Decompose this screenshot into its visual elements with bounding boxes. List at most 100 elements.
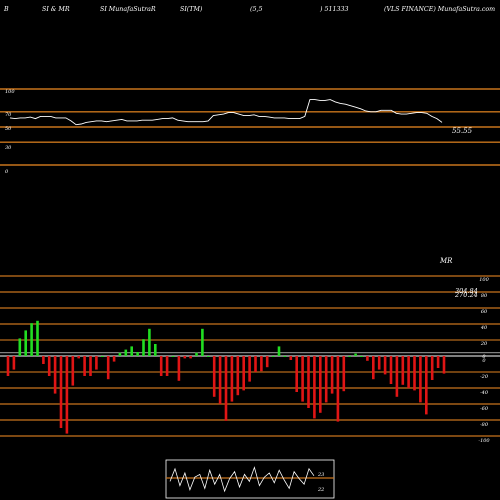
mrsi-bar-negative bbox=[395, 356, 399, 397]
mini-panel-frame bbox=[165, 459, 335, 499]
mrsi-bar-negative bbox=[436, 356, 440, 368]
mrsi-y-tick-label: 100 bbox=[479, 277, 489, 283]
rsi-y-tick-label: 50 bbox=[5, 126, 12, 132]
mrsi-bar-negative bbox=[159, 356, 163, 376]
mrsi-bar-negative bbox=[83, 356, 86, 376]
mrsi-bar-negative bbox=[407, 356, 410, 388]
mrsi-bar-negative bbox=[53, 356, 57, 394]
header-label-code: ) 511333 bbox=[319, 6, 349, 13]
mrsi-y-tick-label: -80 bbox=[480, 422, 489, 428]
rsi-y-tick-label: 30 bbox=[5, 145, 12, 151]
mrsi-bar-negative bbox=[372, 356, 375, 380]
mrsi-bar-negative bbox=[224, 356, 228, 421]
mrsi-bar-negative bbox=[254, 356, 257, 372]
mrsi-bar-negative bbox=[442, 356, 446, 374]
mrsi-bar-negative bbox=[65, 356, 69, 434]
mrsi-bar-negative bbox=[413, 356, 416, 391]
mini-panel-tick-label: 23 bbox=[317, 472, 324, 478]
mrsi-bar-negative bbox=[165, 356, 169, 376]
mrsi-bar-positive bbox=[354, 353, 357, 356]
mrsi-value-label: 304.84 bbox=[455, 287, 478, 295]
mrsi-bar-negative bbox=[6, 356, 10, 376]
mrsi-bar-positive bbox=[18, 338, 22, 356]
mrsi-bar-negative bbox=[248, 356, 251, 382]
mrsi-bar-negative bbox=[230, 356, 234, 402]
mini-panel: 23 22 bbox=[165, 459, 335, 499]
mrsi-bar-negative bbox=[260, 356, 263, 372]
mrsi-bar-negative bbox=[265, 356, 269, 368]
mini-panel-tick-label: 22 bbox=[317, 487, 324, 493]
header-label-params: (5,5 bbox=[250, 6, 262, 13]
mrsi-bar-positive bbox=[201, 328, 204, 356]
mrsi-bar-negative bbox=[242, 356, 245, 391]
mrsi-bar-negative bbox=[330, 356, 334, 394]
mrsi-panel: MR 100 80 60 40 20 00 -20 -40 -60 -80 -100 304.84270… bbox=[0, 257, 500, 444]
mrsi-bar-positive bbox=[124, 349, 128, 356]
mrsi-bar-negative bbox=[89, 356, 92, 376]
mrsi-bar-positive bbox=[101, 356, 104, 357]
mrsi-y-tick-label: -60 bbox=[480, 406, 489, 412]
mrsi-bar-positive bbox=[36, 320, 39, 356]
chart-header: B SI & MR SI MunafaSutraR SI(TM) (5,5 ) … bbox=[3, 6, 495, 13]
rsi-y-tick-label: 0 bbox=[5, 169, 9, 175]
mrsi-y-tick-label: 0 bbox=[482, 354, 486, 360]
mrsi-bar-negative bbox=[307, 356, 310, 408]
mrsi-bar-positive bbox=[148, 328, 151, 356]
mrsi-bar-negative bbox=[212, 356, 216, 397]
mrsi-bar-negative bbox=[218, 356, 222, 404]
mrsi-bar-positive bbox=[195, 352, 198, 356]
mrsi-bar-negative bbox=[425, 356, 428, 415]
mrsi-y-tick-label: -20 bbox=[480, 374, 489, 380]
mrsi-y-tick-label: 80 bbox=[481, 293, 488, 299]
mrsi-y-tick-label: 60 bbox=[481, 309, 488, 315]
mrsi-y-tick-label: 20 bbox=[480, 341, 488, 347]
mrsi-bar-positive bbox=[360, 356, 363, 357]
header-label-si-ms: SI MunafaSutraR bbox=[100, 6, 156, 13]
mrsi-bar-negative bbox=[389, 356, 393, 384]
mrsi-bar-negative bbox=[342, 356, 346, 392]
mrsi-bar-negative bbox=[189, 356, 192, 359]
rsi-last-value-label: 55.55 bbox=[452, 127, 473, 135]
header-label-b: B bbox=[3, 6, 9, 13]
mrsi-bar-positive bbox=[171, 356, 175, 357]
mrsi-bar-positive bbox=[271, 356, 275, 357]
header-label-si-mr: SI & MR bbox=[42, 6, 70, 13]
mrsi-y-tick-label: -100 bbox=[478, 438, 490, 444]
mrsi-bar-positive bbox=[24, 330, 27, 356]
mrsi-bar-negative bbox=[47, 356, 51, 376]
mrsi-bar-negative bbox=[336, 356, 340, 422]
header-label-si-tm: SI(TM) bbox=[180, 6, 203, 13]
mrsi-bar-negative bbox=[236, 356, 240, 396]
mrsi-bar-positive bbox=[136, 352, 139, 356]
mrsi-bar-negative bbox=[313, 356, 316, 419]
mrsi-bar-negative bbox=[366, 356, 369, 361]
mrsi-bar-negative bbox=[112, 356, 116, 362]
mrsi-title: MR bbox=[439, 257, 453, 265]
mrsi-bar-positive bbox=[207, 356, 210, 357]
mrsi-bar-negative bbox=[377, 356, 381, 370]
mrsi-bar-positive bbox=[130, 346, 133, 356]
mrsi-bar-positive bbox=[348, 356, 351, 357]
mrsi-bar-positive bbox=[118, 352, 122, 356]
mrsi-bar-negative bbox=[177, 356, 181, 381]
mrsi-bar-negative bbox=[183, 356, 187, 359]
mrsi-bar-negative bbox=[401, 356, 405, 385]
mrsi-y-tick-label: -40 bbox=[480, 390, 489, 396]
mrsi-bar-negative bbox=[95, 356, 98, 370]
mrsi-bar-negative bbox=[430, 356, 434, 380]
rsi-panel: 100 70 50 30 0 55.55 bbox=[0, 88, 500, 175]
mrsi-bar-negative bbox=[42, 356, 45, 364]
mrsi-bar-positive bbox=[277, 346, 281, 356]
header-label-name: (VLS FINANCE) MunafaSutra.com bbox=[384, 6, 495, 13]
mrsi-bar-negative bbox=[59, 356, 63, 428]
mrsi-bar-positive bbox=[283, 356, 287, 357]
mrsi-y-tick-label: 0 bbox=[482, 358, 486, 364]
mrsi-bar-negative bbox=[295, 356, 298, 392]
mrsi-y-tick-label: 40 bbox=[480, 325, 488, 331]
mrsi-bar-negative bbox=[106, 356, 110, 380]
rsi-y-tick-label: 100 bbox=[5, 89, 15, 95]
mrsi-bar-negative bbox=[319, 356, 322, 413]
mrsi-bar-negative bbox=[77, 356, 80, 359]
mrsi-value-label: 270.24 bbox=[454, 291, 478, 299]
